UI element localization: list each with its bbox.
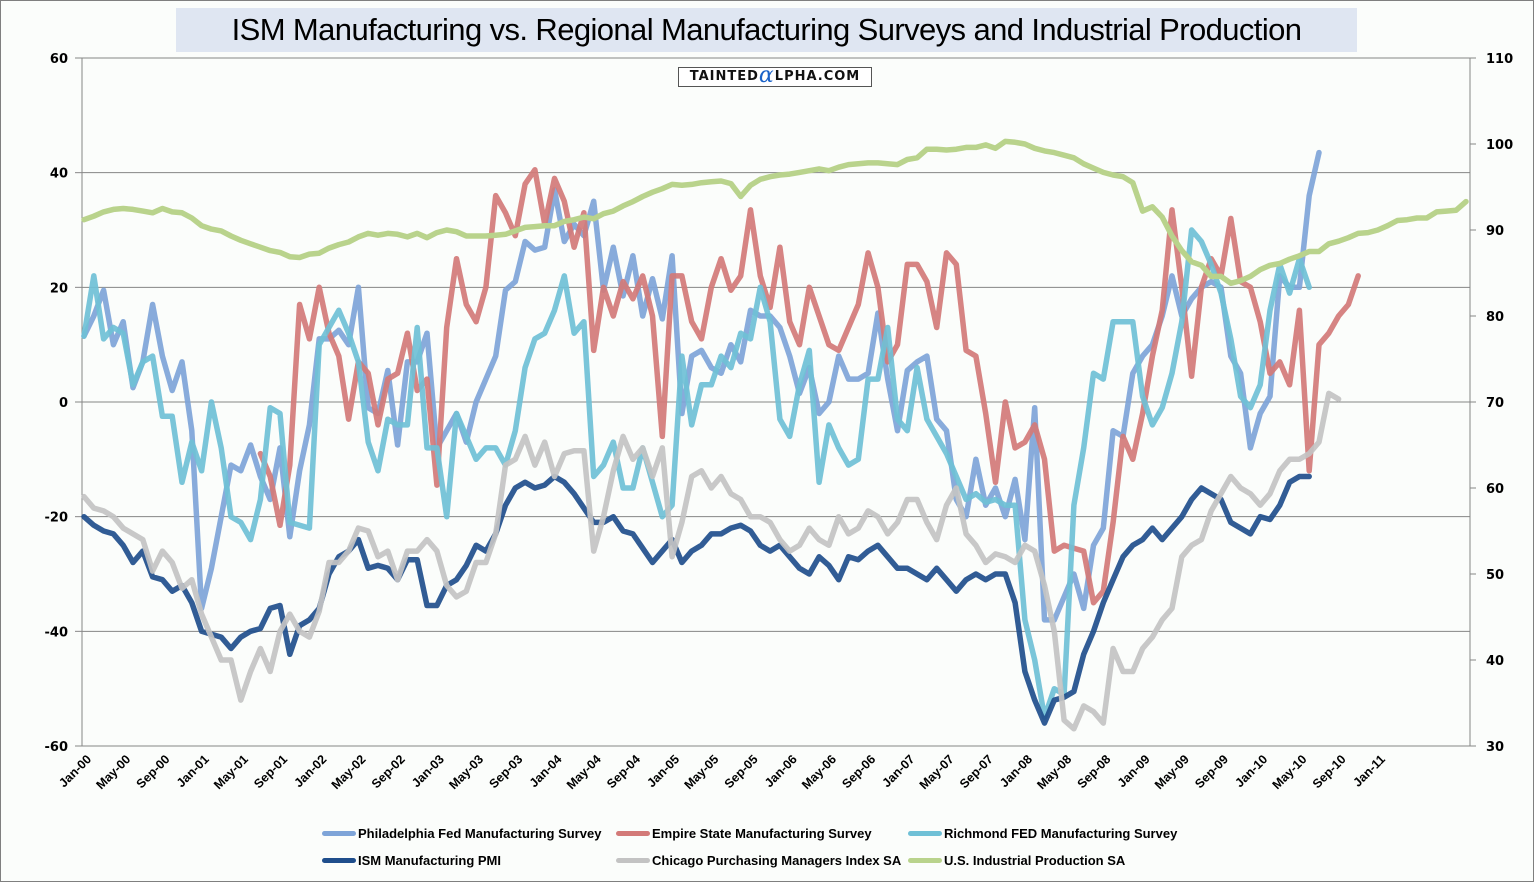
series-lines <box>81 138 1469 732</box>
x-tick-label: Jan-06 <box>762 752 800 790</box>
x-tick-label: May-08 <box>1034 752 1074 792</box>
x-tick-label: Jan-00 <box>56 752 94 790</box>
x-tick-label: Sep-08 <box>1075 752 1114 791</box>
watermark-suffix: LPHA.COM <box>774 69 861 84</box>
x-tick-label: Jan-08 <box>997 752 1035 790</box>
legend-swatch-chicago-pmi <box>616 857 650 863</box>
legend-label-chicago-pmi: Chicago Purchasing Managers Index SA <box>652 852 902 868</box>
right-tick-label: 50 <box>1486 568 1504 583</box>
legend-label-ism-pmi: ISM Manufacturing PMI <box>358 852 501 868</box>
x-tick-label: May-06 <box>799 752 839 792</box>
x-tick-label: Jan-05 <box>644 752 682 790</box>
chart-title-text: ISM Manufacturing vs. Regional Manufactu… <box>231 12 1302 47</box>
legend-label-empire-state: Empire State Manufacturing Survey <box>652 825 872 841</box>
left-tick-label: -40 <box>45 625 69 640</box>
left-tick-label: 60 <box>50 52 68 67</box>
x-tick-label: May-02 <box>329 752 369 792</box>
left-axis-ticks: 60 40 20 0 -20 -40 -60 <box>45 52 82 755</box>
watermark-logo: TAINTEDαLPHA.COM <box>678 65 872 87</box>
series-line-richmond-fed-manufacturing-survey <box>81 227 1312 721</box>
legend-label-richmond-fed: Richmond FED Manufacturing Survey <box>944 825 1178 841</box>
legend: Philadelphia Fed Manufacturing Survey Em… <box>322 824 1222 874</box>
series-line-chicago-purchasing-managers-index-sa <box>81 390 1342 732</box>
legend-item-richmond-fed[interactable]: Richmond FED Manufacturing Survey <box>908 824 1177 842</box>
alpha-icon: α <box>758 63 775 88</box>
right-tick-label: 110 <box>1486 52 1513 67</box>
left-tick-label: 40 <box>50 167 68 182</box>
legend-item-empire-state[interactable]: Empire State Manufacturing Survey <box>616 824 872 842</box>
x-tick-label: May-03 <box>446 752 486 792</box>
right-tick-label: 70 <box>1486 396 1504 411</box>
right-tick-label: 60 <box>1486 482 1504 497</box>
legend-swatch-industrial-production <box>908 857 942 863</box>
series-line-u-s-industrial-production-sa <box>81 138 1469 287</box>
x-tick-label: Jan-09 <box>1115 752 1153 790</box>
x-tick-label: Sep-06 <box>839 752 878 791</box>
left-tick-label: 20 <box>50 281 68 296</box>
right-axis-ticks: 110 100 90 80 70 60 50 40 30 <box>1470 52 1513 755</box>
x-tick-label: Jan-02 <box>291 752 329 790</box>
x-tick-label: Jan-01 <box>174 752 212 790</box>
right-tick-label: 100 <box>1486 138 1513 153</box>
x-tick-label: Sep-07 <box>957 752 996 791</box>
x-tick-label: Jan-07 <box>880 752 918 790</box>
series-line-empire-state-manufacturing-survey <box>257 167 1361 606</box>
x-tick-label: Sep-00 <box>134 752 173 791</box>
legend-swatch-empire-state <box>616 830 650 836</box>
legend-swatch-philadelphia-fed <box>322 830 356 836</box>
chart-title: ISM Manufacturing vs. Regional Manufactu… <box>176 8 1357 52</box>
x-axis-ticks: Jan-00 May-00 Sep-00 Jan-01 May-01 Sep-01 Jan-… <box>56 752 1388 792</box>
right-tick-label: 30 <box>1486 740 1504 755</box>
legend-item-ism-pmi[interactable]: ISM Manufacturing PMI <box>322 851 501 869</box>
legend-swatch-richmond-fed <box>908 830 942 836</box>
legend-label-philadelphia-fed: Philadelphia Fed Manufacturing Survey <box>358 825 602 841</box>
x-tick-label: May-05 <box>682 752 722 792</box>
series-line-ism-manufacturing-pmi <box>81 473 1312 726</box>
left-tick-label: 0 <box>59 396 68 411</box>
x-tick-label: Sep-02 <box>369 752 408 791</box>
legend-item-industrial-production[interactable]: U.S. Industrial Production SA <box>908 851 1125 869</box>
x-tick-label: May-10 <box>1270 752 1310 792</box>
legend-item-philadelphia-fed[interactable]: Philadelphia Fed Manufacturing Survey <box>322 824 601 842</box>
x-tick-label: May-00 <box>93 752 133 792</box>
x-tick-label: May-04 <box>564 752 604 792</box>
legend-item-chicago-pmi[interactable]: Chicago Purchasing Managers Index SA <box>616 851 901 869</box>
x-tick-label: May-07 <box>917 752 957 792</box>
x-tick-label: Jan-10 <box>1232 752 1270 790</box>
x-tick-label: May-09 <box>1152 752 1192 792</box>
x-tick-label: Jan-04 <box>527 752 565 790</box>
x-tick-label: Sep-03 <box>486 752 525 791</box>
right-tick-label: 40 <box>1486 654 1504 669</box>
x-tick-label: Sep-04 <box>604 752 643 791</box>
x-tick-label: Sep-01 <box>251 752 290 791</box>
legend-swatch-ism-pmi <box>322 857 356 863</box>
watermark-prefix: TAINTED <box>689 69 759 84</box>
x-tick-label: Sep-05 <box>722 752 761 791</box>
x-tick-label: Sep-09 <box>1192 752 1231 791</box>
left-tick-label: -60 <box>45 740 69 755</box>
legend-label-industrial-production: U.S. Industrial Production SA <box>944 852 1126 868</box>
x-tick-label: Sep-10 <box>1310 752 1349 791</box>
right-tick-label: 80 <box>1486 310 1504 325</box>
x-tick-label: Jan-03 <box>409 752 447 790</box>
right-tick-label: 90 <box>1486 224 1504 239</box>
x-tick-label: Jan-11 <box>1350 752 1387 789</box>
left-tick-label: -20 <box>45 511 69 526</box>
series-line-philadelphia-fed-manufacturing-survey <box>81 149 1322 623</box>
x-tick-label: May-01 <box>211 752 251 792</box>
